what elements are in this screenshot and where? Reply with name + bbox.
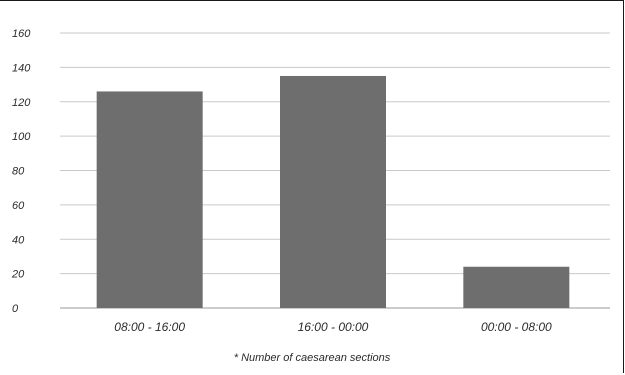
x-category-label: 00:00 - 08:00 [481, 320, 552, 334]
y-tick-label: 0 [12, 303, 19, 315]
y-axis-ticks: 0 20 40 60 80 100 120 140 160 [11, 28, 31, 315]
y-tick-label: 60 [12, 200, 25, 212]
legend-label: * Number of caesarean sections [234, 352, 391, 364]
y-tick-label: 100 [12, 131, 31, 143]
y-tick-label: 40 [12, 234, 25, 246]
x-category-label: 16:00 - 00:00 [298, 320, 369, 334]
bar-1 [280, 75, 386, 308]
x-category-label: 08:00 - 16:00 [114, 320, 185, 334]
bar-0 [96, 91, 203, 308]
y-tick-label: 140 [12, 62, 31, 74]
y-tick-label: 80 [12, 166, 25, 178]
y-tick-label: 20 [11, 269, 25, 281]
bars [96, 75, 570, 308]
y-tick-label: 160 [12, 28, 31, 40]
bar-2 [463, 266, 570, 308]
y-tick-label: 120 [12, 97, 31, 109]
x-axis-labels: 08:00 - 16:00 16:00 - 00:00 00:00 - 08:00 [114, 320, 552, 334]
